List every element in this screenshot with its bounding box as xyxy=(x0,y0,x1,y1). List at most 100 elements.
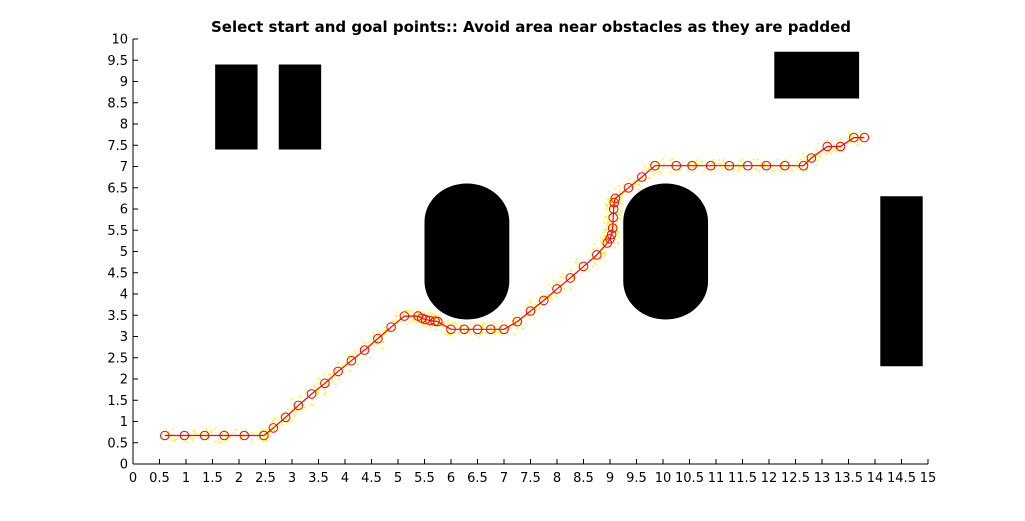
sample-point xyxy=(603,256,605,258)
sample-point xyxy=(494,332,497,335)
sample-point xyxy=(613,194,616,197)
sample-point xyxy=(474,334,477,337)
y-tick-label: 2 xyxy=(120,373,128,388)
sample-point xyxy=(588,258,590,261)
sample-point xyxy=(795,167,798,169)
sample-point xyxy=(496,331,499,334)
sample-point xyxy=(764,163,767,166)
path-point xyxy=(320,378,330,389)
sample-point xyxy=(451,322,454,325)
path-point xyxy=(333,366,343,377)
path-point xyxy=(671,160,682,171)
path-point xyxy=(743,160,753,171)
sample-point xyxy=(286,419,288,421)
sample-point xyxy=(421,324,423,326)
sample-point xyxy=(400,320,403,323)
sample-point xyxy=(619,195,622,198)
sample-point xyxy=(559,276,562,278)
sample-point xyxy=(660,170,663,173)
x-tick-label: 14 xyxy=(867,471,884,486)
sample-point xyxy=(205,436,208,439)
sample-point xyxy=(796,160,799,163)
sample-point xyxy=(430,327,432,329)
sample-point xyxy=(482,321,485,324)
sample-point xyxy=(797,166,799,169)
sample-point xyxy=(412,318,415,321)
sample-point xyxy=(774,169,776,172)
sample-point xyxy=(602,238,605,240)
sample-point xyxy=(528,299,531,302)
sample-point xyxy=(649,160,652,163)
path-point xyxy=(346,355,357,366)
x-tick-label: 4 xyxy=(341,471,349,486)
sample-point xyxy=(478,335,481,337)
sample-point xyxy=(337,362,340,364)
sample-point xyxy=(580,272,583,275)
sample-point xyxy=(733,168,735,171)
path-point xyxy=(446,324,456,335)
sample-point xyxy=(342,371,345,374)
y-tick-label: 3 xyxy=(120,330,128,345)
sample-point xyxy=(392,320,394,322)
sample-point xyxy=(528,318,531,321)
sample-point xyxy=(336,369,338,371)
sample-point xyxy=(574,261,577,264)
sample-point xyxy=(737,169,740,172)
sample-point xyxy=(703,170,705,172)
sample-point xyxy=(719,163,722,166)
sample-point xyxy=(363,341,366,344)
y-tick-label: 5 xyxy=(120,245,128,260)
sample-point xyxy=(803,156,806,159)
y-tick-label: 9.5 xyxy=(107,54,128,69)
path-point xyxy=(607,223,618,233)
path-point xyxy=(650,160,660,171)
sample-point xyxy=(294,411,297,414)
sample-point xyxy=(639,174,642,177)
sample-point xyxy=(263,437,266,440)
x-tick-label: 1.5 xyxy=(202,471,223,486)
sample-point xyxy=(377,335,380,337)
y-tick-label: 10 xyxy=(111,33,128,48)
sample-point xyxy=(315,391,318,394)
sample-point xyxy=(214,440,217,443)
path-point xyxy=(761,160,772,171)
sample-point xyxy=(511,313,514,316)
y-tick-label: 8.5 xyxy=(107,96,128,111)
sample-point xyxy=(605,215,607,218)
sample-point xyxy=(443,321,446,324)
sample-point xyxy=(606,205,609,208)
sample-point xyxy=(655,171,658,173)
sample-point xyxy=(593,242,596,245)
sample-point xyxy=(191,437,194,440)
sample-point xyxy=(171,439,174,442)
sample-point xyxy=(620,209,623,212)
sample-point xyxy=(408,310,411,313)
sample-point xyxy=(338,378,340,381)
sample-point xyxy=(695,159,698,162)
sample-point xyxy=(605,204,607,207)
path-point xyxy=(687,160,697,171)
sample-point xyxy=(323,393,325,396)
path-point xyxy=(219,430,229,441)
sample-point xyxy=(812,158,814,160)
sample-point xyxy=(469,322,472,325)
sample-point xyxy=(484,326,487,329)
sample-point xyxy=(265,434,268,436)
obstacles-layer xyxy=(215,51,923,367)
sample-point xyxy=(437,314,440,317)
sample-point xyxy=(540,291,543,293)
x-tick-label: 2 xyxy=(235,471,243,486)
sample-point xyxy=(847,132,850,135)
sample-point xyxy=(601,251,604,254)
path-point xyxy=(459,324,470,335)
sample-point xyxy=(514,320,516,322)
path-point xyxy=(822,141,833,152)
sample-point xyxy=(372,331,375,334)
sample-point xyxy=(269,435,272,438)
sample-point xyxy=(763,163,766,166)
sample-point xyxy=(607,197,610,200)
sample-point xyxy=(820,155,822,158)
sample-point xyxy=(718,162,720,165)
sample-point xyxy=(621,193,624,196)
sample-point xyxy=(367,341,370,344)
